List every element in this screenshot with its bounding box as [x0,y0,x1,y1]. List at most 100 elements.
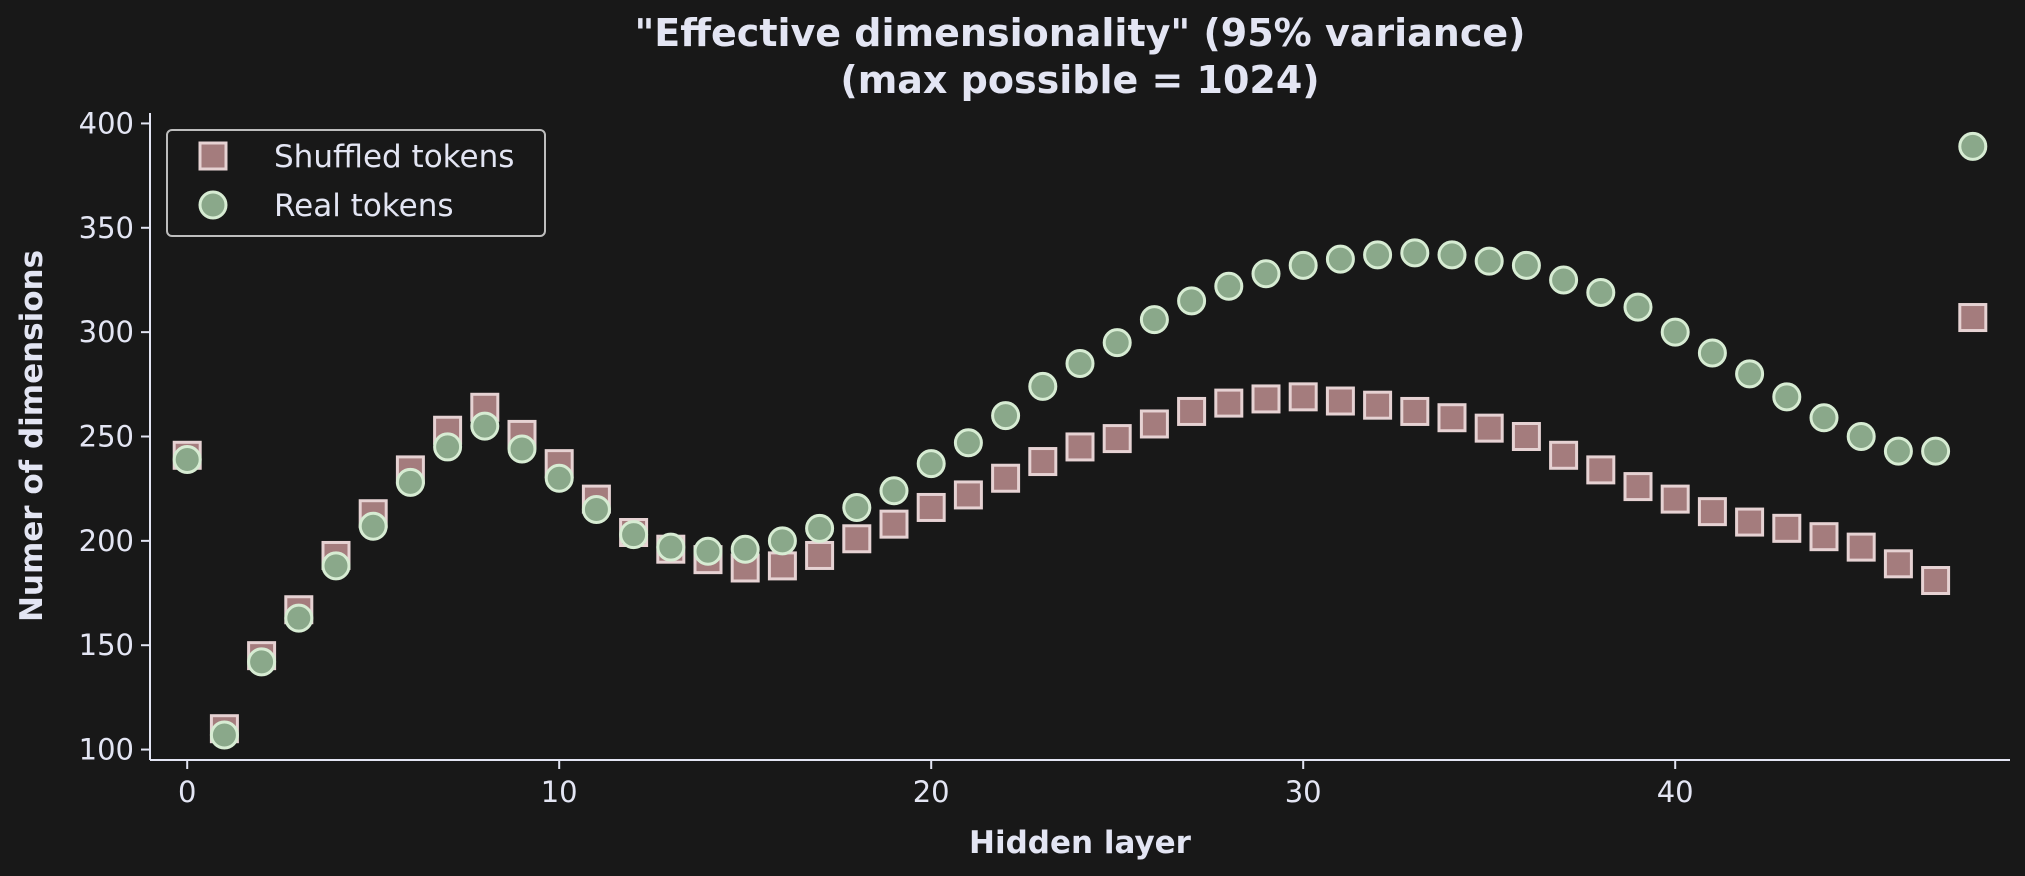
real-point [1363,240,1393,270]
real-point [544,463,574,493]
real-point [1437,240,1467,270]
shuffled-point [1735,507,1765,537]
ticks: 0 10 20 30 40 100 150 200 250 300 350 400 [79,106,1694,809]
shuffled-point [916,492,946,522]
shuffled-point [1363,390,1393,420]
y-tick-label: 150 [79,628,134,662]
y-tick-label: 400 [79,106,134,140]
x-tick-label: 0 [178,775,196,809]
legend-markers [198,141,228,220]
shuffled-point [1586,455,1616,485]
real-point [1809,403,1839,433]
real-point [1325,244,1355,274]
real-point [805,513,835,543]
shuffled-point [1102,424,1132,454]
real-point [693,536,723,566]
shuffled-point [1028,447,1058,477]
shuffled-point [1139,409,1169,439]
legend-label-shuffled: Shuffled tokens [274,139,514,175]
y-tick-label: 300 [79,315,134,349]
legend: Shuffled tokens Real tokens [166,129,546,237]
real-point [619,520,649,550]
shuffled-point [1883,549,1913,579]
real-point [842,492,872,522]
real-point [879,476,909,506]
real-point [1883,436,1913,466]
x-tick-label: 40 [1657,775,1694,809]
real-point [656,532,686,562]
y-tick-label: 250 [79,420,134,454]
real-point [1065,348,1095,378]
shuffled-point [1772,513,1802,543]
legend-marker-real [198,190,228,220]
real-point [730,534,760,564]
y-tick-label: 200 [79,524,134,558]
shuffled-point [953,480,983,510]
real-point [1623,292,1653,322]
real-point [1772,382,1802,412]
shuffled-point [1958,303,1988,333]
shuffled-point [1846,532,1876,562]
shuffled-point [1660,484,1690,514]
real-point [395,467,425,497]
real-point [1697,338,1727,368]
y-tick-label: 350 [79,211,134,245]
shuffled-point [1549,440,1579,470]
real-point [1474,246,1504,276]
real-point [209,720,239,750]
shuffled-point [991,463,1021,493]
real-point [1139,305,1169,335]
shuffled-point [879,509,909,539]
shuffled-point [1065,432,1095,462]
real-point [1958,131,1988,161]
real-point [321,551,351,581]
real-point [358,511,388,541]
x-tick-label: 20 [913,775,950,809]
real-point [581,495,611,525]
real-point [1288,250,1318,280]
real-point [1177,286,1207,316]
shuffled-point [1809,522,1839,552]
real-point [1735,359,1765,389]
real-point [1921,436,1951,466]
shuffled-point [1177,396,1207,426]
real-point [247,647,277,677]
x-tick-label: 10 [541,775,578,809]
real-point [284,603,314,633]
real-point [953,428,983,458]
real-point [1214,271,1244,301]
shuffled-point [1325,386,1355,416]
real-point [1028,371,1058,401]
shuffled-point [842,524,872,554]
real-point [1400,238,1430,268]
real-point [1102,328,1132,358]
real-point [470,411,500,441]
real-point [1586,277,1616,307]
shuffled-point [1697,497,1727,527]
shuffled-point [1400,396,1430,426]
shuffled-point [1251,384,1281,414]
shuffled-point [767,551,797,581]
real-point [767,526,797,556]
x-tick-label: 30 [1285,775,1322,809]
real-point [1549,265,1579,295]
real-point [1251,259,1281,289]
real-point [172,444,202,474]
shuffled-point [1921,566,1951,596]
legend-box [166,129,546,237]
chart-title-line-2: (max possible = 1024) [840,58,1319,102]
y-tick-label: 100 [79,733,134,767]
real-point [1511,250,1541,280]
legend-marker-shuffled [198,141,228,171]
real-point [433,432,463,462]
real-point [1846,422,1876,451]
shuffled-point [1474,413,1504,443]
data-points [172,131,1988,750]
chart-title-line-1: "Effective dimensionality" (95% variance… [635,11,1526,55]
real-point [507,434,537,464]
x-axis-label: Hidden layer [969,825,1192,861]
legend-label-real: Real tokens [274,188,454,224]
shuffled-point [1511,422,1541,451]
shuffled-point [1437,403,1467,433]
